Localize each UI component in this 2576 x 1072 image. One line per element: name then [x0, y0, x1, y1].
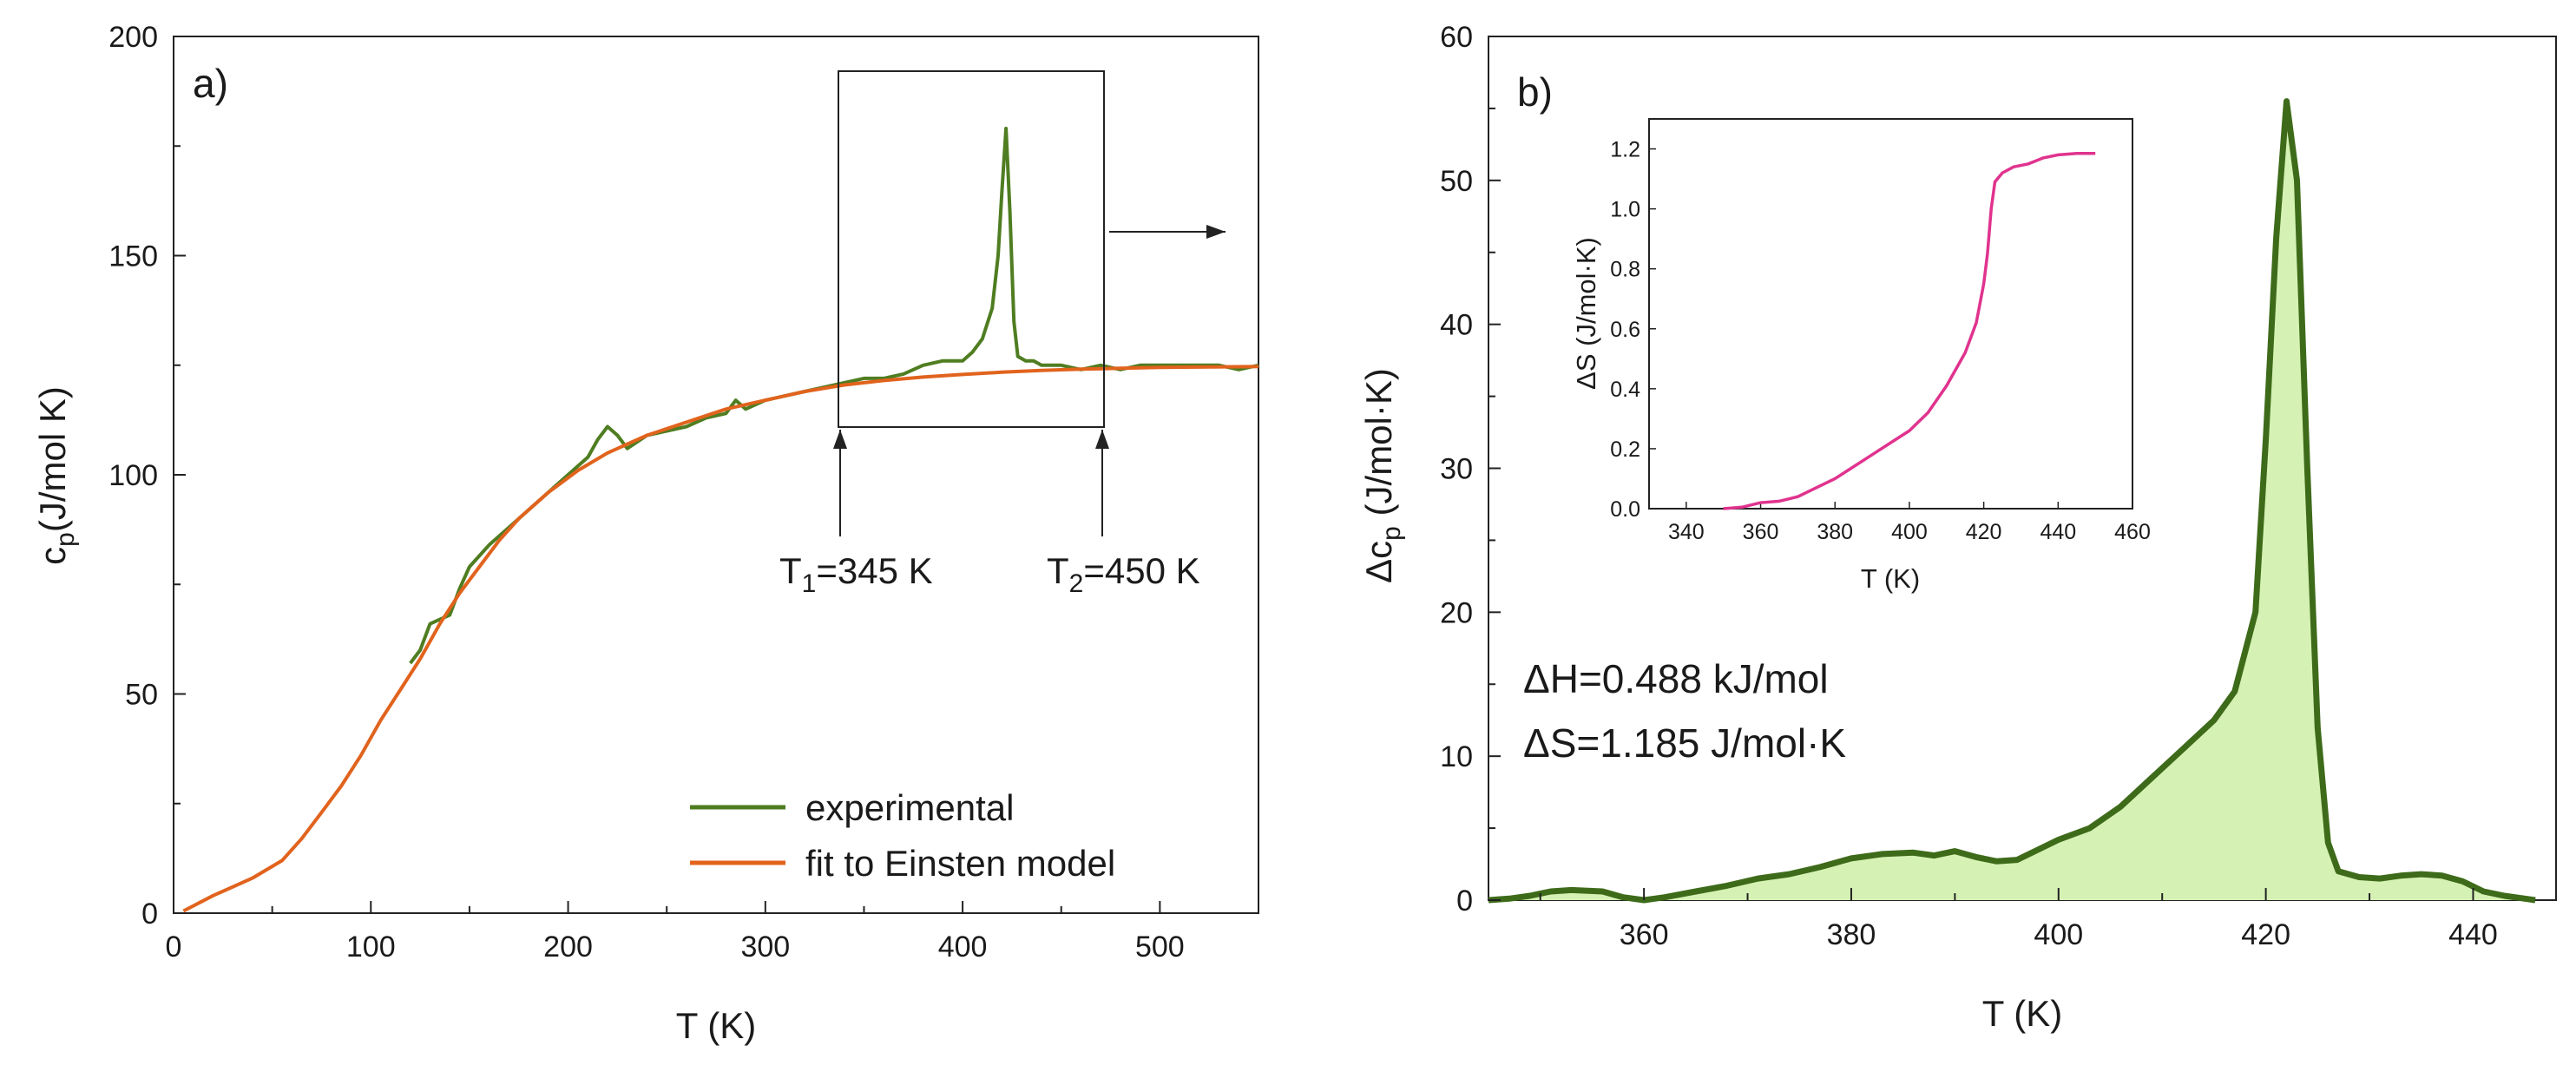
inset-x-tick-label: 440 — [2040, 520, 2076, 544]
arrow-t2-head — [1095, 430, 1109, 449]
inset-x-axis-label: T (K) — [1861, 563, 1920, 594]
y-tick-label: 0 — [1456, 885, 1473, 917]
panel-a-y-axis-label: cp(J/mol K) — [32, 386, 80, 565]
inset-y-tick-label: 0.6 — [1610, 318, 1640, 342]
arrow-t1-head — [833, 430, 847, 449]
panel-b-chart: b) 360 380 400 420 440 0 10 20 30 40 50 60 T (K) Δ… — [1358, 21, 2557, 1034]
arrow-to-panel-b-head — [1206, 225, 1226, 239]
panel-a-series — [182, 127, 1259, 913]
entropy-annotation: ΔS=1.185 J/mol·K — [1523, 720, 1846, 766]
y-tick-label: 200 — [108, 21, 158, 54]
inset-chart: 340 360 380 400 420 440 460 0.0 0.2 0.4 0.6 0.8 1.0… — [1571, 118, 2151, 594]
inset-x-tick-label: 380 — [1817, 520, 1853, 544]
inset-x-tick-label: 460 — [2114, 520, 2151, 544]
inset-entropy-line — [1723, 151, 2096, 510]
panel-a-label: a) — [193, 61, 228, 106]
inset-y-tick-label: 1.0 — [1610, 198, 1640, 222]
panel-a-legend: experimental fit to Einsten model — [690, 787, 1115, 884]
panel-b-y-axis-label: Δcp (J/mol·K) — [1358, 368, 1406, 583]
x-tick-label: 400 — [2034, 918, 2083, 951]
panel-a-x-axis-label: T (K) — [676, 1005, 757, 1046]
panel-b-series-line — [1488, 98, 2536, 904]
inset-frame — [1648, 118, 2133, 510]
y-tick-label: 50 — [125, 679, 158, 712]
x-tick-label: 200 — [543, 931, 593, 963]
panel-a-x-ticks: 0 100 200 300 400 500 — [166, 901, 1185, 963]
panel-a-chart: a) 0 100 200 300 400 500 0 50 100 150 200 T (K) c… — [32, 21, 1259, 1046]
inset-y-tick-label: 0.4 — [1610, 378, 1640, 402]
inset-y-tick-label: 1.2 — [1610, 138, 1640, 162]
y-tick-label: 100 — [108, 459, 158, 492]
panel-b-y-ticks: 0 10 20 30 40 50 60 — [1440, 21, 1501, 917]
y-tick-label: 50 — [1440, 165, 1473, 198]
x-tick-label: 440 — [2448, 918, 2498, 951]
series-line-fit — [182, 365, 1259, 913]
inset-x-tick-label: 340 — [1668, 520, 1705, 544]
y-tick-label: 30 — [1440, 453, 1473, 486]
y-tick-label: 10 — [1440, 740, 1473, 773]
inset-x-tick-label: 420 — [1966, 520, 2002, 544]
y-tick-label: 60 — [1440, 21, 1473, 54]
panel-b-label: b) — [1517, 69, 1553, 115]
y-tick-label: 40 — [1440, 309, 1473, 342]
annotation-arrows — [833, 225, 1226, 536]
inset-y-tick-label: 0.0 — [1610, 497, 1640, 522]
inset-y-ticks: 0.0 0.2 0.4 0.6 0.8 1.0 1.2 — [1610, 138, 1656, 522]
y-tick-label: 0 — [141, 898, 158, 931]
inset-x-tick-label: 400 — [1891, 520, 1928, 544]
t1-annotation: T1=345 K — [779, 550, 933, 598]
x-tick-label: 400 — [938, 931, 988, 963]
zoom-box — [838, 70, 1105, 428]
x-tick-label: 360 — [1620, 918, 1669, 951]
x-tick-label: 420 — [2241, 918, 2290, 951]
inset-x-ticks: 340 360 380 400 420 440 460 — [1668, 502, 2151, 544]
panel-b-x-axis-label: T (K) — [1982, 993, 2063, 1034]
legend-label-experimental: experimental — [805, 787, 1014, 828]
inset-x-tick-label: 360 — [1743, 520, 1779, 544]
x-tick-label: 300 — [740, 931, 790, 963]
enthalpy-annotation: ΔH=0.488 kJ/mol — [1523, 656, 1829, 701]
x-tick-label: 500 — [1135, 931, 1185, 963]
y-tick-label: 20 — [1440, 596, 1473, 629]
legend-label-fit: fit to Einsten model — [805, 843, 1115, 884]
x-tick-label: 100 — [346, 931, 396, 963]
y-tick-label: 150 — [108, 240, 158, 273]
panel-b-x-ticks: 360 380 400 420 440 — [1539, 888, 2498, 951]
inset-y-axis-label: ΔS (J/mol·K) — [1571, 237, 1601, 390]
panel-a-y-ticks: 0 50 100 150 200 — [108, 21, 186, 931]
x-tick-label: 0 — [166, 931, 182, 963]
inset-y-tick-label: 0.8 — [1610, 258, 1640, 282]
inset-y-tick-label: 0.2 — [1610, 437, 1640, 462]
t2-annotation: T2=450 K — [1047, 550, 1200, 598]
x-tick-label: 380 — [1827, 918, 1876, 951]
